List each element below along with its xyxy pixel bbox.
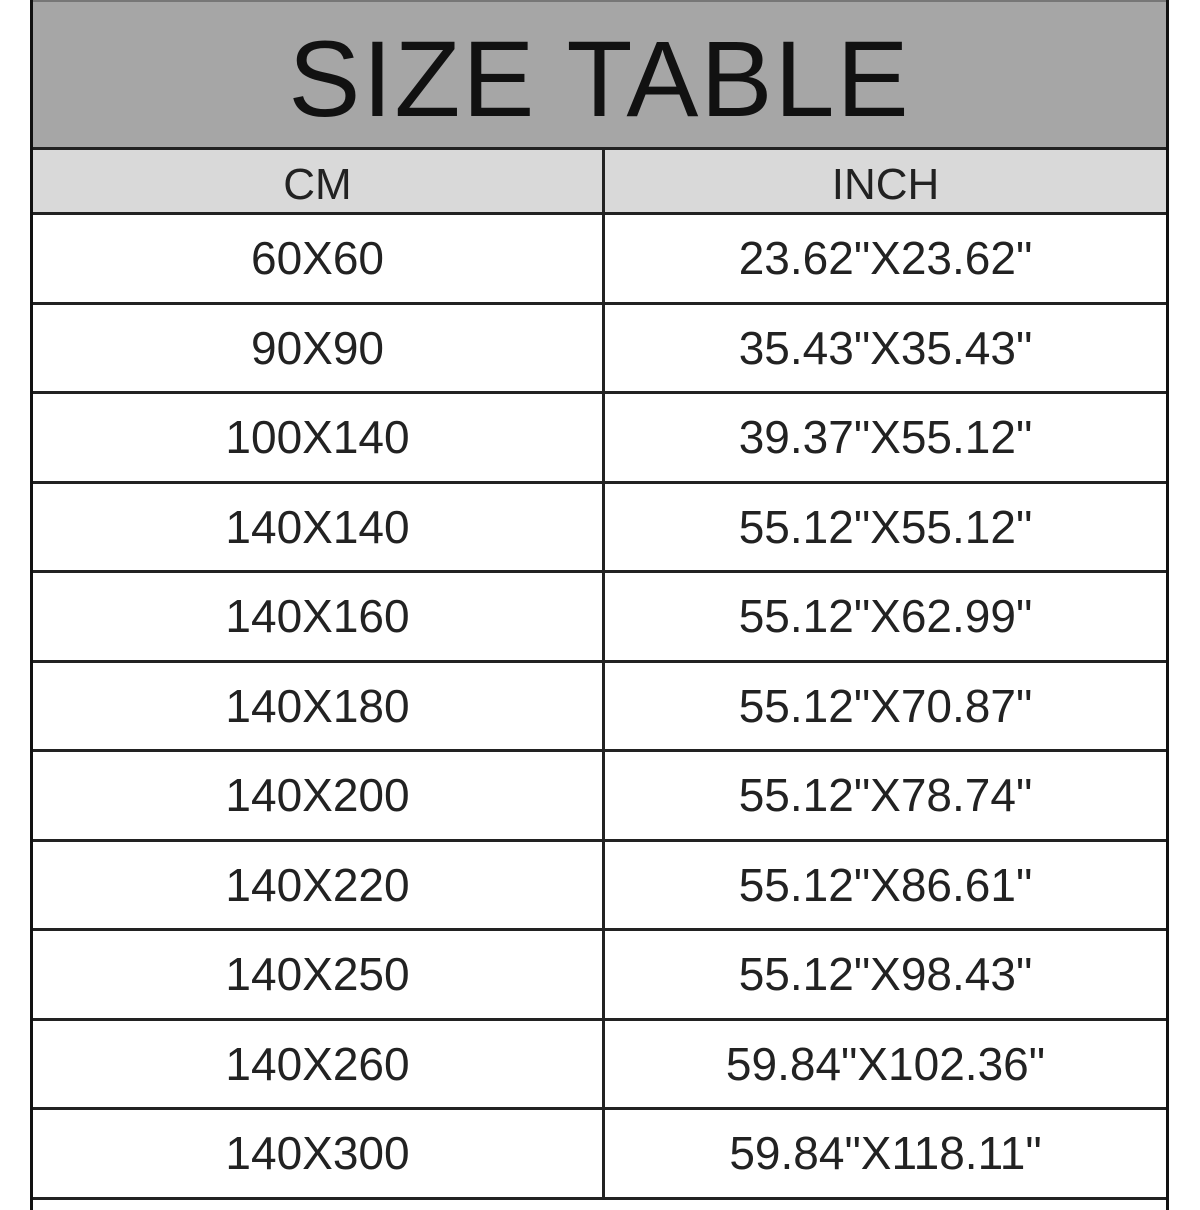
cm-cell: 140X200 — [33, 752, 605, 839]
cm-cell: 140X140 — [33, 483, 605, 570]
header-row: CM INCH — [33, 150, 1166, 215]
inch-cell: 55.12"X78.74" — [738, 769, 1033, 822]
cm-cell: 140X220 — [33, 841, 605, 928]
cm-cell: 140X300 — [33, 1110, 605, 1197]
table-body: 60X60 23.62"X23.62" 90X90 35.43"X35.43" 100X… — [33, 215, 1166, 1200]
table-row: 140X200 55.12"X78.74" — [33, 752, 1166, 842]
inch-cell: 59.84"X102.36" — [725, 1037, 1046, 1090]
table-row: 140X220 55.12"X86.61" — [33, 841, 1166, 931]
cm-cell: 60X60 — [33, 215, 605, 302]
title-bar: SIZE TABLE — [33, 0, 1166, 150]
inch-cell: 59.84"X118.11" — [729, 1127, 1042, 1180]
inch-cell: 55.12"X86.61" — [738, 858, 1033, 911]
inch-cell: 23.62"X23.62" — [738, 232, 1033, 285]
table-row: 60X60 23.62"X23.62" — [33, 215, 1166, 305]
table-row: 90X90 35.43"X35.43" — [33, 304, 1166, 394]
cm-cell: 140X160 — [33, 573, 605, 660]
header-inch: INCH — [831, 160, 940, 209]
cm-cell: 90X90 — [33, 304, 605, 391]
cm-cell: 100X140 — [33, 394, 605, 481]
cm-cell: 140X260 — [33, 1020, 605, 1107]
header-cm: CM — [33, 150, 605, 212]
inch-cell: 55.12"X70.87" — [738, 679, 1033, 732]
table-row: 140X160 55.12"X62.99" — [33, 573, 1166, 663]
cm-cell: 140X250 — [33, 931, 605, 1018]
cm-cell: 140X180 — [33, 662, 605, 749]
size-table: SIZE TABLE CM INCH 60X60 23.62"X23.62" 90X… — [30, 0, 1169, 1210]
table-row: 140X250 55.12"X98.43" — [33, 931, 1166, 1021]
table-row: 140X180 55.12"X70.87" — [33, 662, 1166, 752]
table-row: 140X260 59.84"X102.36" — [33, 1020, 1166, 1110]
table-row: 100X140 39.37"X55.12" — [33, 394, 1166, 484]
table-title: SIZE TABLE — [288, 18, 911, 139]
inch-cell: 55.12"X98.43" — [738, 948, 1033, 1001]
inch-cell: 39.37"X55.12" — [738, 411, 1033, 464]
inch-cell: 55.12"X55.12" — [738, 500, 1033, 553]
table-row: 140X140 55.12"X55.12" — [33, 483, 1166, 573]
inch-cell: 55.12"X62.99" — [738, 590, 1033, 643]
inch-cell: 35.43"X35.43" — [738, 321, 1033, 374]
table-row: 140X300 59.84"X118.11" — [33, 1110, 1166, 1200]
